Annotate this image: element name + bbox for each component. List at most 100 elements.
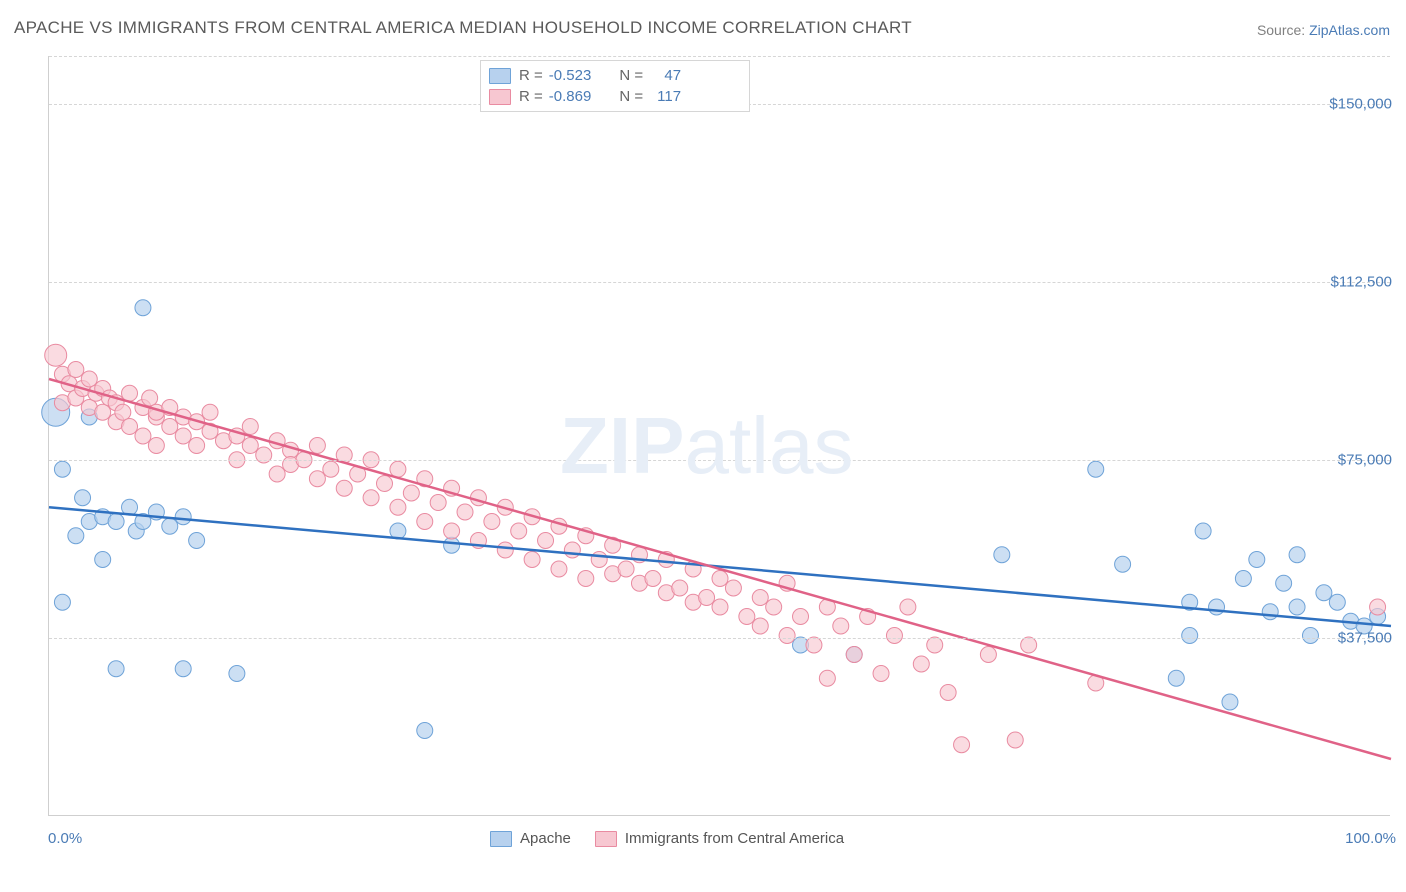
legend-swatch-immigrants [489,89,511,105]
scatter-point-immigrants [752,590,768,606]
scatter-point-apache [994,547,1010,563]
scatter-point-immigrants [189,438,205,454]
scatter-point-immigrants [564,542,580,558]
y-tick-label: $37,500 [1338,629,1392,646]
scatter-point-apache [229,666,245,682]
source-link[interactable]: ZipAtlas.com [1309,22,1390,38]
scatter-point-apache [95,552,111,568]
scatter-point-immigrants [725,580,741,596]
scatter-point-immigrants [779,628,795,644]
scatter-point-immigrants [323,461,339,477]
scatter-point-apache [1235,571,1251,587]
scatter-point-immigrants [81,371,97,387]
scatter-point-immigrants [115,404,131,420]
scatter-point-apache [417,723,433,739]
scatter-point-immigrants [833,618,849,634]
scatter-point-immigrants [148,438,164,454]
scatter-point-immigrants [457,504,473,520]
scatter-point-apache [1329,594,1345,610]
grid-line [49,638,1390,639]
scatter-point-immigrants [497,542,513,558]
scatter-point-immigrants [591,552,607,568]
legend-swatch-bottom-immigrants [595,831,617,847]
scatter-point-apache [1262,604,1278,620]
scatter-point-apache [175,509,191,525]
scatter-point-immigrants [1021,637,1037,653]
scatter-point-apache [54,594,70,610]
scatter-point-immigrants [712,571,728,587]
scatter-point-apache [1182,628,1198,644]
scatter-point-immigrants [806,637,822,653]
scatter-point-apache [108,514,124,530]
legend-stats-box: R = -0.523N = 47R = -0.869N = 117 [480,60,750,112]
y-tick-label: $112,500 [1331,273,1392,290]
scatter-point-apache [1195,523,1211,539]
scatter-point-immigrants [269,466,285,482]
scatter-point-immigrants [1370,599,1386,615]
scatter-point-immigrants [484,514,500,530]
grid-line [49,460,1390,461]
legend-item-immigrants: Immigrants from Central America [595,830,844,847]
scatter-point-apache [162,518,178,534]
plot-area [48,56,1390,816]
scatter-point-immigrants [873,666,889,682]
scatter-point-immigrants [913,656,929,672]
legend-swatch-apache [489,68,511,84]
scatter-point-apache [1168,670,1184,686]
scatter-point-apache [1249,552,1265,568]
scatter-point-apache [135,300,151,316]
scatter-point-immigrants [390,499,406,515]
scatter-point-apache [444,537,460,553]
scatter-point-apache [1222,694,1238,710]
scatter-point-immigrants [752,618,768,634]
scatter-point-immigrants [766,599,782,615]
scatter-point-immigrants [390,461,406,477]
scatter-point-apache [175,661,191,677]
grid-line [49,282,1390,283]
scatter-point-immigrants [68,362,84,378]
scatter-point-immigrants [712,599,728,615]
scatter-point-apache [1289,599,1305,615]
scatter-point-immigrants [242,419,258,435]
scatter-point-immigrants [699,590,715,606]
scatter-point-immigrants [551,561,567,577]
scatter-point-immigrants [927,637,943,653]
scatter-point-immigrants [538,533,554,549]
scatter-point-immigrants [242,438,258,454]
scatter-point-apache [1209,599,1225,615]
scatter-point-apache [68,528,84,544]
scatter-point-apache [1302,628,1318,644]
scatter-point-apache [1088,461,1104,477]
scatter-point-immigrants [336,480,352,496]
scatter-point-immigrants [135,428,151,444]
scatter-point-immigrants [1007,732,1023,748]
scatter-point-apache [1316,585,1332,601]
scatter-point-immigrants [645,571,661,587]
scatter-point-immigrants [846,647,862,663]
scatter-point-immigrants [886,628,902,644]
scatter-point-immigrants [819,670,835,686]
legend-stats-row-immigrants: R = -0.869N = 117 [489,86,741,107]
scatter-point-immigrants [175,428,191,444]
legend-r-apache: R = -0.523 [519,67,591,84]
scatter-point-immigrants [940,685,956,701]
scatter-point-apache [75,490,91,506]
scatter-point-immigrants [672,580,688,596]
scatter-point-immigrants [309,438,325,454]
scatter-point-immigrants [202,404,218,420]
legend-series: Apache Immigrants from Central America [490,830,844,847]
scatter-point-immigrants [142,390,158,406]
scatter-point-apache [189,533,205,549]
scatter-point-immigrants [363,490,379,506]
scatter-point-immigrants [430,495,446,511]
scatter-point-immigrants [511,523,527,539]
scatter-point-immigrants [578,571,594,587]
scatter-point-immigrants [417,514,433,530]
scatter-point-immigrants [122,419,138,435]
scatter-point-apache [1289,547,1305,563]
chart-title: APACHE VS IMMIGRANTS FROM CENTRAL AMERIC… [14,18,912,38]
scatter-point-immigrants [377,476,393,492]
x-tick-max: 100.0% [1345,830,1396,847]
legend-swatch-bottom-apache [490,831,512,847]
legend-item-apache: Apache [490,830,571,847]
